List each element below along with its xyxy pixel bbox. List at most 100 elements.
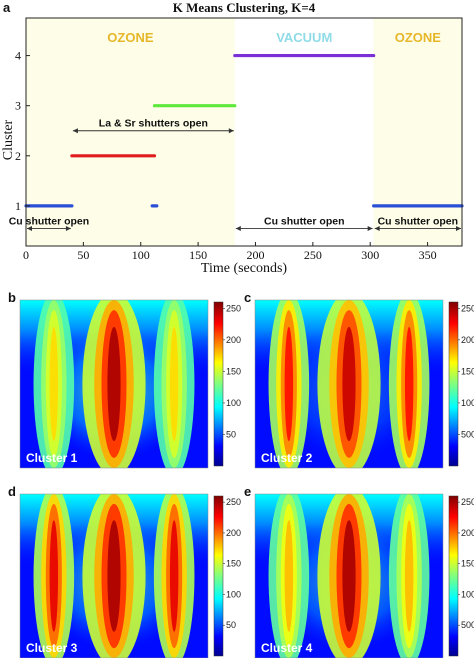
cluster-label: Cluster 2 — [261, 451, 313, 465]
cluster-label: Cluster 1 — [26, 451, 78, 465]
colorbar-tick-label: 100 — [226, 398, 241, 408]
annotation-arrowhead-right — [65, 225, 71, 231]
heatmap-panel-2: Cluster 2 2500 2000 1500 1000 500 — [254, 299, 474, 469]
annotation-arrowhead-right — [367, 225, 373, 231]
heatmap-image — [20, 494, 208, 658]
side-streak — [153, 300, 195, 468]
side-streak — [153, 494, 195, 658]
colorbar — [213, 301, 224, 467]
heatmap-panel-4: Cluster 4 2500 2000 1500 1000 500 — [254, 493, 474, 658]
colorbar-tick-label: 1500 — [461, 366, 474, 376]
x-tick-label: 100 — [132, 248, 150, 262]
side-streak — [388, 300, 430, 468]
annotation-arrowhead-left — [27, 225, 32, 231]
plot-frame — [25, 17, 463, 247]
x-tick-label: 200 — [246, 248, 264, 262]
central-streak — [82, 300, 146, 468]
region-label: VACUUM — [276, 30, 332, 45]
streak-layer — [107, 520, 121, 632]
colorbar-tick-label: 150 — [226, 366, 241, 376]
annotation-arrowhead-right — [228, 128, 234, 134]
region-backgrounds — [26, 18, 462, 246]
side-streak — [33, 300, 75, 468]
heatmap-image — [255, 494, 443, 658]
heatmap-image — [20, 300, 208, 468]
streak-layer — [284, 520, 294, 632]
central-streak — [82, 494, 146, 658]
colorbar-tick-label: 1500 — [461, 559, 474, 569]
region-labels: OZONE VACUUM OZONE — [107, 30, 441, 45]
colorbar-tick-label: 500 — [461, 429, 474, 439]
annotation-label: Cu shutter open — [264, 215, 345, 227]
colorbar-tick-label: 100 — [226, 589, 241, 599]
heatmap-panel-3: Cluster 3 250 200 150 100 50 — [19, 493, 241, 658]
x-axis-label: Time (seconds) — [201, 261, 288, 276]
colorbar-tick-label: 150 — [226, 559, 241, 569]
panel-letter-d: d — [8, 484, 16, 499]
region-background-0 — [26, 18, 235, 246]
x-axis-ticks: 0 50 100 150 200 250 300 350 — [23, 242, 437, 262]
streak-layer — [404, 326, 414, 442]
annotation-arrowhead-left — [235, 225, 241, 231]
streak-layer — [284, 326, 294, 442]
colorbar-tick-label: 500 — [461, 620, 474, 630]
x-tick-label: 0 — [23, 248, 29, 262]
colorbar-tick-label: 2500 — [461, 303, 474, 313]
shutter-annotation: Cu shutter open — [374, 215, 461, 231]
colorbar-tick-label: 1000 — [461, 589, 474, 599]
heatmap-frame — [254, 299, 444, 469]
panel-letter-a: a — [3, 0, 11, 15]
colorbar — [213, 495, 224, 657]
x-tick-label: 150 — [189, 248, 207, 262]
panel-letter-b: b — [8, 290, 16, 305]
annotation-arrowhead-left — [72, 128, 78, 134]
chart-title: K Means Clustering, K=4 — [173, 0, 316, 15]
region-background-1 — [234, 18, 374, 246]
y-tick-label: 1 — [15, 199, 21, 213]
x-tick-label: 50 — [77, 248, 89, 262]
heatmap-frame — [19, 299, 209, 469]
x-tick-label: 250 — [304, 248, 322, 262]
streak-layer — [49, 520, 59, 632]
colorbar — [448, 301, 459, 467]
cluster-label: Cluster 4 — [261, 641, 313, 655]
shutter-annotation: Cu shutter open — [235, 215, 373, 231]
y-axis-ticks: 1 2 3 4 — [15, 49, 30, 213]
heatmap-frame — [19, 493, 209, 658]
x-tick-label: 300 — [361, 248, 379, 262]
colorbar-tick-label: 250 — [226, 303, 241, 313]
heatmap-frame — [254, 493, 444, 658]
annotation-arrowhead-right — [456, 225, 461, 231]
annotation-label: Cu shutter open — [9, 215, 90, 227]
colorbar-tick-label: 1000 — [461, 398, 474, 408]
annotation-arrowhead-left — [374, 225, 380, 231]
shutter-annotation: La & Sr shutters open — [72, 118, 234, 134]
cluster-timeline-chart: OZONE VACUUM OZONE La & Sr shutters open Cu… — [1, 0, 464, 276]
central-streak — [317, 494, 381, 658]
streak-layer — [404, 520, 414, 632]
colorbar-tick-label: 50 — [226, 620, 236, 630]
shutter-annotations: La & Sr shutters open Cu shutter open Cu s… — [9, 118, 461, 231]
region-label: OZONE — [107, 30, 154, 45]
colorbar-tick-label: 200 — [226, 528, 241, 538]
colorbar-tick-label: 2500 — [461, 497, 474, 507]
y-tick-label: 2 — [15, 149, 21, 163]
cluster-series — [24, 53, 464, 208]
side-streak — [268, 300, 310, 468]
side-streak — [388, 494, 430, 658]
colorbar-tick-label: 250 — [226, 497, 241, 507]
heatmap-image — [255, 300, 443, 468]
annotation-label: Cu shutter open — [378, 215, 459, 227]
heatmap-panel-1: Cluster 1 250 200 150 100 50 — [19, 299, 241, 469]
region-background-2 — [373, 18, 462, 246]
y-tick-label: 4 — [15, 49, 21, 63]
streak-layer — [342, 520, 356, 632]
colorbar-tick-label: 2000 — [461, 528, 474, 538]
streak-layer — [49, 326, 59, 442]
side-streak — [268, 494, 310, 658]
annotation-label: La & Sr shutters open — [99, 118, 208, 130]
y-tick-label: 3 — [15, 99, 21, 113]
panel-letter-e: e — [244, 484, 251, 499]
shutter-annotation: Cu shutter open — [9, 215, 90, 231]
